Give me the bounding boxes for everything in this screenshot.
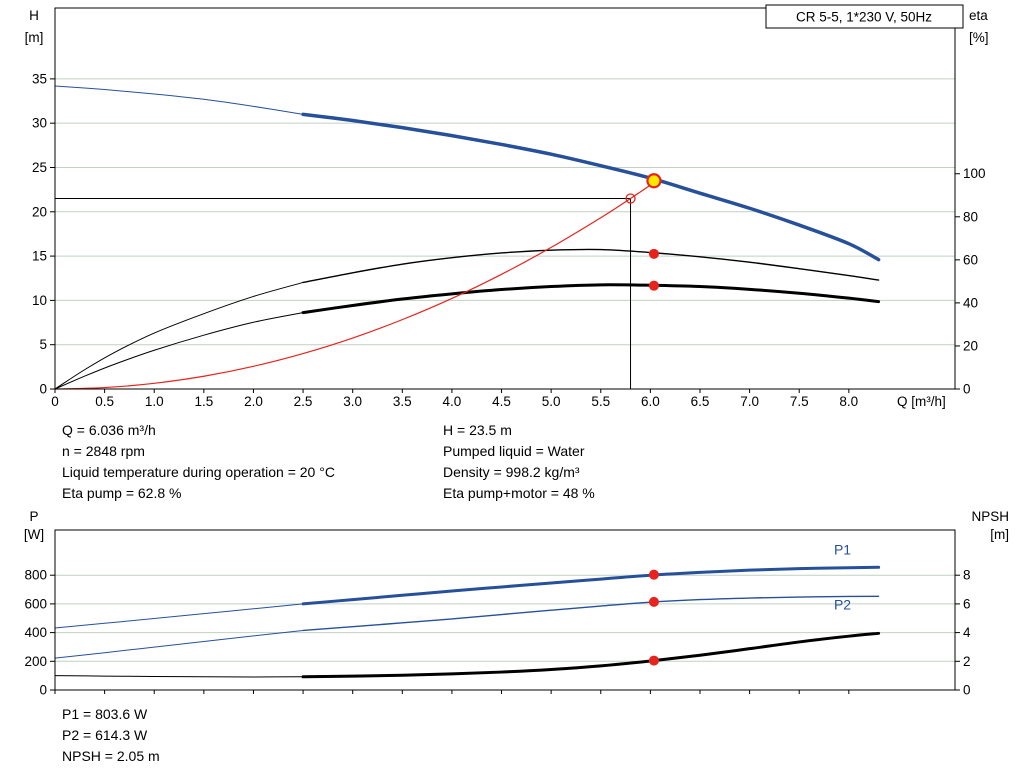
curve-label-P1: P1: [834, 541, 851, 557]
plot-border: [54, 7, 956, 390]
info-line-eta-pump: Eta pump = 62.8 %: [62, 485, 182, 501]
y-left-tick-label: 200: [24, 654, 47, 669]
y-left-tick-label: 5: [39, 337, 47, 352]
info-line-eta-pump-motor: Eta pump+motor = 48 %: [443, 485, 595, 501]
x-tick-label: 4.5: [492, 394, 511, 409]
y-right-tick-label: 80: [963, 209, 978, 224]
npsh-ext: [54, 675, 304, 678]
y-right-tick-label: 8: [963, 568, 971, 583]
y-right-tick-label: 4: [963, 625, 971, 640]
x-tick-label: 7.5: [790, 394, 809, 409]
info-line-flow: Q = 6.036 m³/h: [62, 422, 156, 438]
x-tick-label: 4.0: [443, 394, 462, 409]
duty-point-request-circle: [625, 193, 636, 204]
y-left-axis-unit: [W]: [24, 527, 44, 542]
eta-pump-ext: [54, 281, 304, 390]
operating-data-left-column: Q = 6.036 m³/h n = 2848 rpm Liquid tempe…: [62, 420, 335, 504]
y-right-tick-label: 20: [963, 338, 978, 353]
y-left-axis-title: H: [29, 8, 39, 23]
x-tick-label: 1.5: [194, 394, 213, 409]
x-tick-label: 2.0: [244, 394, 263, 409]
head-eta-chart: 0 0.5 1.0 1.5 2.0 2.5 3.0 3.5 4.0 4.5 5.0 5.5 6.0 6.5…: [25, 4, 989, 409]
x-tick-label: 5.0: [542, 394, 561, 409]
p2-ext: [54, 629, 304, 659]
y-right-tick-label: 60: [963, 252, 978, 267]
p1-point: [648, 569, 659, 580]
x-tick-label: 0: [51, 394, 59, 409]
eta-pump-curve: [302, 248, 880, 284]
y-left-tick-label: 10: [32, 293, 47, 308]
x-axis-label: Q [m³/h]: [897, 394, 946, 409]
head-curve-ext: [54, 85, 304, 115]
x-tick-label: 3.0: [343, 394, 362, 409]
info-line-density: Density = 998.2 kg/m³: [443, 464, 580, 480]
x-tick-label: 7.0: [740, 394, 759, 409]
y-right-tick-label: 100: [963, 166, 986, 181]
p1-curve: [301, 565, 881, 606]
p2-point: [648, 596, 659, 607]
y-left-tick-label: 0: [39, 683, 47, 698]
x-tick-label: 5.5: [591, 394, 610, 409]
system-curve: [54, 181, 656, 390]
info-line-npsh: NPSH = 2.05 m: [62, 748, 160, 764]
y-left-tick-label: 35: [32, 71, 47, 86]
p1-ext: [54, 603, 304, 629]
y-left-tick-label: 0: [39, 382, 47, 397]
info-line-liquid-temperature: Liquid temperature during operation = 20…: [62, 464, 335, 480]
x-tick-label: 3.5: [393, 394, 412, 409]
y-right-axis-unit: [%]: [969, 30, 989, 45]
npsh-point: [648, 655, 659, 666]
eta-pump-point: [648, 248, 659, 259]
info-line-p1: P1 = 803.6 W: [62, 706, 148, 722]
eta-pump-motor-ext: [54, 312, 304, 390]
y-right-axis-title: NPSH: [971, 509, 1009, 524]
y-left-tick-label: 600: [24, 596, 47, 611]
pump-title-box: [765, 4, 964, 29]
y-right-tick-label: 6: [963, 596, 971, 611]
y-left-axis-unit: [m]: [25, 30, 44, 45]
head-curve: [301, 112, 881, 262]
pump-title: CR 5-5, 1*230 V, 50Hz: [796, 10, 932, 25]
y-right-tick-label: 2: [963, 654, 971, 669]
y-right-axis-title: eta: [969, 8, 988, 23]
x-tick-label: 6.5: [691, 394, 710, 409]
y-right-axis-unit: [m]: [990, 527, 1009, 542]
info-line-head: H = 23.5 m: [443, 422, 512, 438]
y-left-tick-label: 400: [24, 625, 47, 640]
y-right-tick-label: 0: [963, 683, 971, 698]
p2-curve: [302, 595, 880, 632]
eta-pump-motor-curve: [301, 283, 881, 315]
info-line-pumped-liquid: Pumped liquid = Water: [443, 443, 585, 459]
y-left-tick-label: 30: [32, 116, 47, 131]
y-left-tick-label: 20: [32, 204, 47, 219]
power-npsh-data-column: P1 = 803.6 W P2 = 614.3 W NPSH = 2.05 m: [62, 704, 160, 767]
power-npsh-chart: P1 P2 0 200 400 600 800 0 2 4 6 8 P [W] NPSH [m]: [24, 509, 1009, 698]
info-line-p2: P2 = 614.3 W: [62, 727, 148, 743]
plot-border: [54, 529, 956, 691]
operating-point: [646, 173, 662, 189]
npsh-curve: [301, 631, 881, 679]
y-left-tick-label: 25: [32, 160, 47, 175]
eta-pump-motor-point: [648, 280, 659, 291]
info-line-speed: n = 2848 rpm: [62, 443, 145, 459]
curve-label-P2: P2: [834, 597, 851, 613]
y-right-tick-label: 40: [963, 295, 978, 310]
x-tick-label: 0.5: [95, 394, 114, 409]
y-right-tick-label: 0: [963, 382, 971, 397]
x-tick-label: 2.5: [294, 394, 313, 409]
operating-data-right-column: H = 23.5 m Pumped liquid = Water Density…: [443, 420, 595, 504]
y-left-axis-title: P: [29, 509, 38, 524]
y-left-tick-label: 800: [24, 568, 47, 583]
x-tick-label: 6.0: [641, 394, 660, 409]
y-left-tick-label: 15: [32, 249, 47, 264]
x-tick-label: 1.0: [145, 394, 164, 409]
x-tick-label: 8.0: [839, 394, 858, 409]
